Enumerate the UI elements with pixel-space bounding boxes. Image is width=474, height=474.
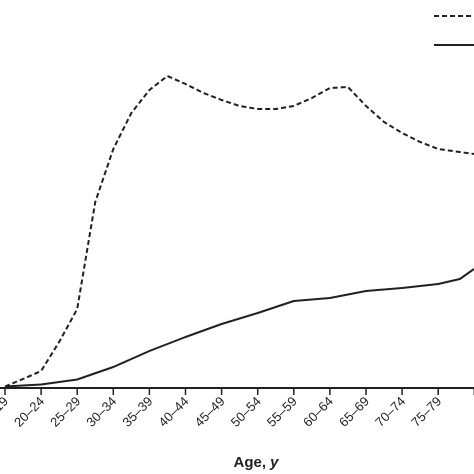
x-tick-label: 55–59: [264, 394, 300, 430]
x-tick-label: 19: [0, 394, 11, 415]
x-tick-label: 75–79: [408, 394, 444, 430]
legend: [434, 15, 474, 46]
x-axis-title: Age, y: [233, 454, 279, 471]
series-line-dashed: [4, 75, 474, 388]
x-tick-label: 30–34: [83, 394, 119, 430]
x-tick-label: 70–74: [372, 394, 408, 430]
x-axis: 19 20–24 25–29 30–34 35–39 40–44 45–49 50–54 55–…: [0, 387, 474, 430]
x-tick-label: 35–39: [119, 394, 155, 430]
x-tick-label: 45–49: [192, 394, 228, 430]
x-tick-label: 25–29: [47, 394, 83, 430]
x-tick-label: 20–24: [11, 394, 47, 430]
x-tick-label: 40–44: [155, 394, 191, 430]
x-tick-label: 65–69: [336, 394, 372, 430]
series-line-solid: [4, 268, 474, 388]
plot-area: [4, 75, 474, 388]
x-tick-label: 50–54: [228, 394, 264, 430]
x-tick-label: 60–64: [300, 394, 336, 430]
